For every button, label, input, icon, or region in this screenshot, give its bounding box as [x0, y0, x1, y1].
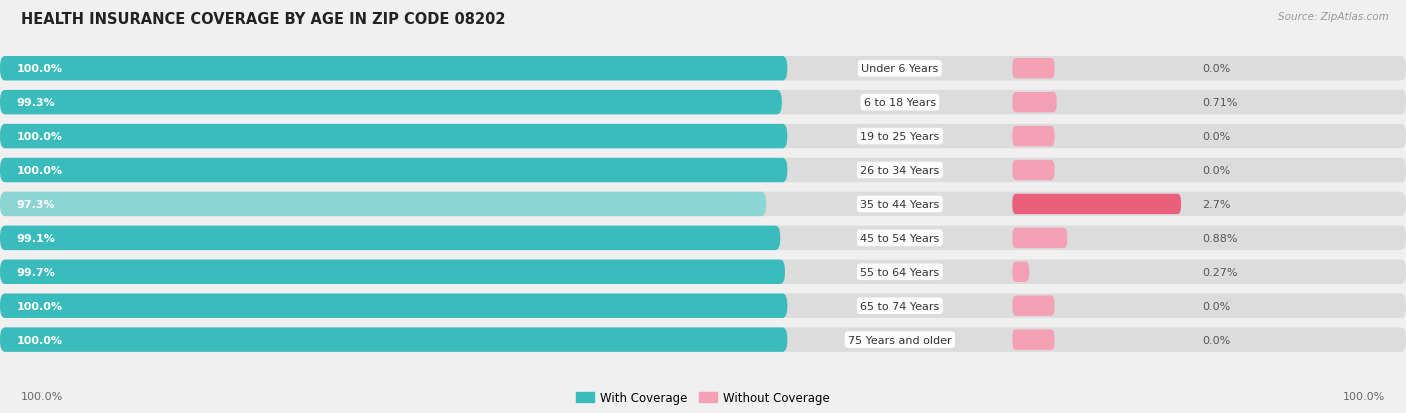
Text: 99.3%: 99.3%	[17, 98, 56, 108]
FancyBboxPatch shape	[0, 226, 1406, 250]
FancyBboxPatch shape	[1012, 160, 1054, 181]
FancyBboxPatch shape	[0, 294, 1406, 318]
Text: 100.0%: 100.0%	[17, 166, 63, 176]
Text: 0.0%: 0.0%	[1202, 132, 1230, 142]
FancyBboxPatch shape	[0, 260, 1406, 284]
FancyBboxPatch shape	[0, 91, 1406, 115]
Text: 99.7%: 99.7%	[17, 267, 56, 277]
FancyBboxPatch shape	[0, 159, 787, 183]
FancyBboxPatch shape	[0, 91, 782, 115]
Text: 100.0%: 100.0%	[17, 335, 63, 345]
Text: 100.0%: 100.0%	[17, 64, 63, 74]
FancyBboxPatch shape	[0, 125, 787, 149]
Text: 100.0%: 100.0%	[1343, 391, 1385, 401]
FancyBboxPatch shape	[1012, 127, 1054, 147]
Text: 35 to 44 Years: 35 to 44 Years	[860, 199, 939, 209]
Text: 0.88%: 0.88%	[1202, 233, 1237, 243]
FancyBboxPatch shape	[0, 57, 1406, 81]
Text: 6 to 18 Years: 6 to 18 Years	[863, 98, 936, 108]
Text: 19 to 25 Years: 19 to 25 Years	[860, 132, 939, 142]
FancyBboxPatch shape	[1012, 93, 1057, 113]
Text: 97.3%: 97.3%	[17, 199, 55, 209]
FancyBboxPatch shape	[0, 57, 787, 81]
Text: 0.0%: 0.0%	[1202, 301, 1230, 311]
Text: 45 to 54 Years: 45 to 54 Years	[860, 233, 939, 243]
FancyBboxPatch shape	[0, 260, 785, 284]
Text: 55 to 64 Years: 55 to 64 Years	[860, 267, 939, 277]
Text: 75 Years and older: 75 Years and older	[848, 335, 952, 345]
Text: 100.0%: 100.0%	[17, 132, 63, 142]
Text: 100.0%: 100.0%	[17, 301, 63, 311]
FancyBboxPatch shape	[0, 192, 766, 217]
FancyBboxPatch shape	[0, 192, 1406, 217]
FancyBboxPatch shape	[1012, 296, 1054, 316]
FancyBboxPatch shape	[0, 159, 1406, 183]
FancyBboxPatch shape	[1012, 228, 1067, 249]
Legend: With Coverage, Without Coverage: With Coverage, Without Coverage	[572, 387, 834, 409]
Text: HEALTH INSURANCE COVERAGE BY AGE IN ZIP CODE 08202: HEALTH INSURANCE COVERAGE BY AGE IN ZIP …	[21, 12, 506, 27]
FancyBboxPatch shape	[0, 125, 1406, 149]
Text: 100.0%: 100.0%	[21, 391, 63, 401]
FancyBboxPatch shape	[0, 294, 787, 318]
FancyBboxPatch shape	[1012, 194, 1181, 215]
FancyBboxPatch shape	[1012, 330, 1054, 350]
FancyBboxPatch shape	[0, 328, 787, 352]
Text: 2.7%: 2.7%	[1202, 199, 1230, 209]
FancyBboxPatch shape	[1012, 262, 1029, 282]
Text: 0.0%: 0.0%	[1202, 166, 1230, 176]
Text: 0.0%: 0.0%	[1202, 64, 1230, 74]
FancyBboxPatch shape	[0, 226, 780, 250]
Text: Under 6 Years: Under 6 Years	[862, 64, 938, 74]
Text: 0.0%: 0.0%	[1202, 335, 1230, 345]
Text: 0.27%: 0.27%	[1202, 267, 1237, 277]
Text: 65 to 74 Years: 65 to 74 Years	[860, 301, 939, 311]
Text: Source: ZipAtlas.com: Source: ZipAtlas.com	[1278, 12, 1389, 22]
Text: 0.71%: 0.71%	[1202, 98, 1237, 108]
Text: 99.1%: 99.1%	[17, 233, 56, 243]
Text: 26 to 34 Years: 26 to 34 Years	[860, 166, 939, 176]
FancyBboxPatch shape	[0, 328, 1406, 352]
FancyBboxPatch shape	[1012, 59, 1054, 79]
